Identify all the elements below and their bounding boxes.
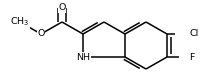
Text: CH$_3$: CH$_3$	[10, 16, 30, 28]
Text: Cl: Cl	[189, 30, 198, 39]
Text: NH: NH	[76, 52, 90, 62]
Text: O: O	[58, 4, 66, 12]
Text: O: O	[37, 30, 45, 39]
Text: F: F	[189, 52, 194, 62]
